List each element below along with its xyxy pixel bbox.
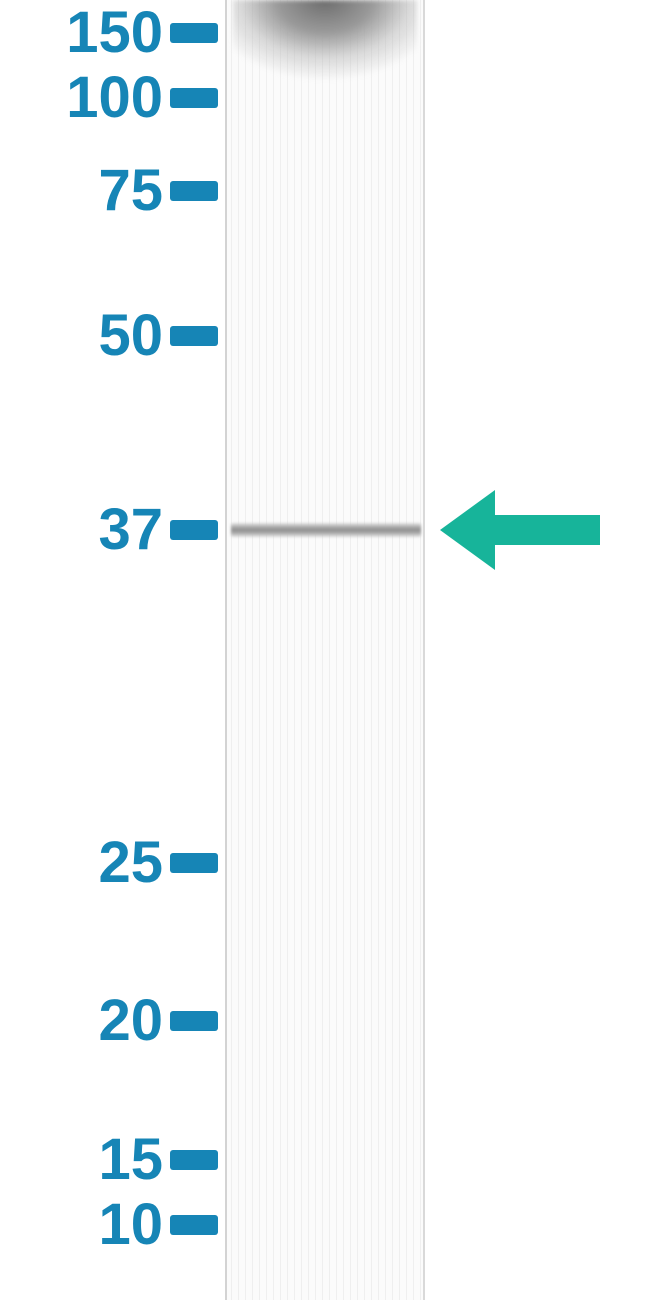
mw-label-20: 20 xyxy=(98,992,163,1050)
sample-lane-right-edge xyxy=(423,0,425,1300)
mw-label-75: 75 xyxy=(98,162,163,220)
high-mw-smear xyxy=(233,0,417,90)
arrow-head-icon xyxy=(440,490,495,570)
mw-tick-75 xyxy=(170,181,218,201)
mw-label-100: 100 xyxy=(66,69,163,127)
mw-tick-15 xyxy=(170,1150,218,1170)
arrow-shaft xyxy=(490,515,600,545)
mw-label-10: 10 xyxy=(98,1196,163,1254)
mw-label-15: 15 xyxy=(98,1131,163,1189)
mw-tick-10 xyxy=(170,1215,218,1235)
sample-lane-left-edge xyxy=(225,0,227,1300)
sample-lane xyxy=(225,0,425,1300)
mw-tick-37 xyxy=(170,520,218,540)
mw-label-37: 37 xyxy=(98,501,163,559)
mw-tick-50 xyxy=(170,326,218,346)
detected-band-37kda xyxy=(231,522,421,538)
mw-tick-150 xyxy=(170,23,218,43)
mw-tick-25 xyxy=(170,853,218,873)
mw-tick-20 xyxy=(170,1011,218,1031)
mw-label-25: 25 xyxy=(98,834,163,892)
mw-label-50: 50 xyxy=(98,307,163,365)
mw-tick-100 xyxy=(170,88,218,108)
mw-label-150: 150 xyxy=(66,4,163,62)
western-blot-figure: 150 100 75 50 37 25 20 15 10 xyxy=(0,0,650,1300)
